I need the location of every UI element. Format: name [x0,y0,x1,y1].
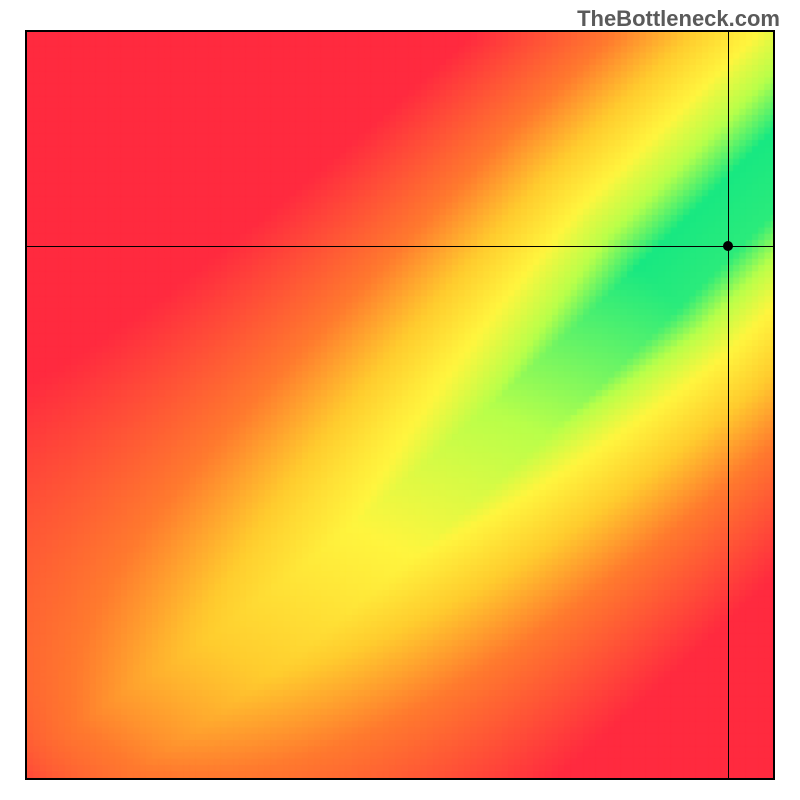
watermark-text: TheBottleneck.com [577,6,780,32]
heatmap-canvas [27,32,775,780]
crosshair-marker [723,241,733,251]
crosshair-horizontal [27,246,773,247]
crosshair-vertical [728,32,729,778]
chart-container: TheBottleneck.com [0,0,800,800]
heatmap-plot [25,30,775,780]
